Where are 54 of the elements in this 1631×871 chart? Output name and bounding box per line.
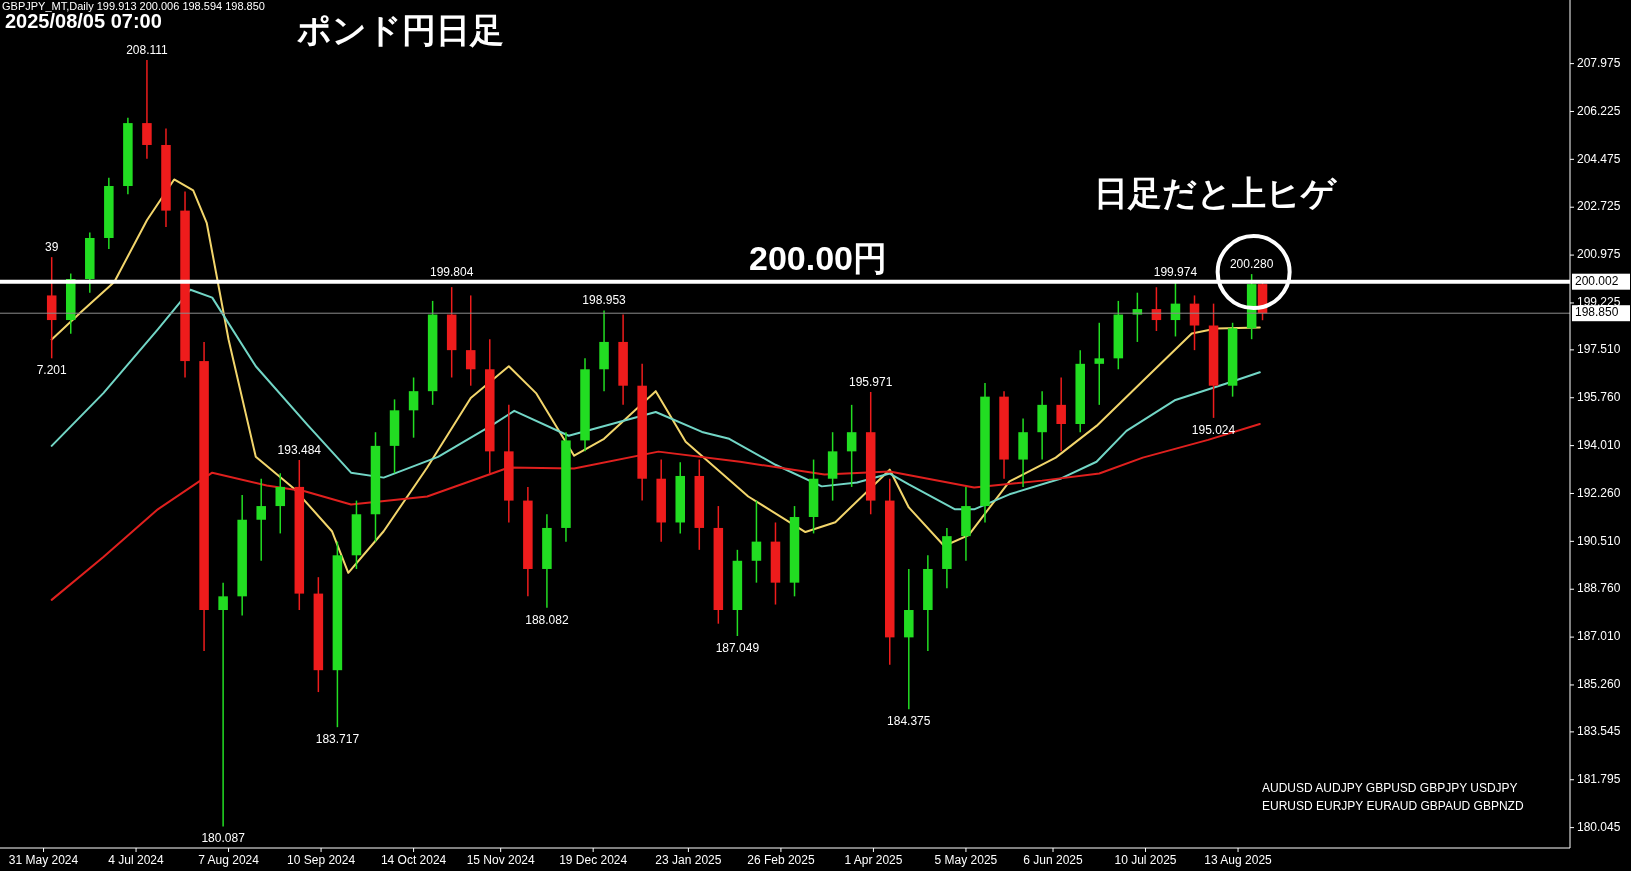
y-tick-label: 202.725 <box>1577 199 1621 214</box>
line-series <box>50 423 1261 601</box>
chart-subtitle: GBPJPY_MT,Daily 199.913 200.006 198.594 198.850 <box>2 0 265 12</box>
annotation: 183.717 <box>315 732 360 747</box>
y-tick-label: 207.975 <box>1577 55 1621 70</box>
y-tick-label: 181.795 <box>1577 771 1621 786</box>
chart-title: ポンド円日足 <box>296 11 504 49</box>
x-tick-label: 26 Feb 2025 <box>747 853 815 867</box>
annotation: 208.111 <box>126 42 169 57</box>
annotation: 199.804 <box>429 264 474 279</box>
x-tick-label: 10 Jul 2025 <box>1114 853 1177 867</box>
annotation: 195.971 <box>849 374 893 389</box>
annotation: 180.087 <box>201 831 246 846</box>
x-tick-label: 13 Aug 2025 <box>1204 853 1273 867</box>
y-tick-label: 183.545 <box>1577 724 1621 739</box>
y-tick-label: 192.260 <box>1577 485 1621 500</box>
annotation: 日足だと上ヒゲ <box>1094 174 1338 212</box>
x-tick-label: 15 Nov 2024 <box>466 853 535 867</box>
x-tick-label: 5 May 2025 <box>934 853 998 867</box>
annotation: 193.484 <box>277 443 322 457</box>
y-tick-label: 190.510 <box>1577 533 1621 548</box>
annotation: 200.00円 <box>749 238 887 277</box>
x-tick-label: 23 Jan 2025 <box>655 853 722 867</box>
annotation: 39 <box>45 240 59 255</box>
x-tick-label: 10 Sep 2024 <box>287 853 356 867</box>
y-tick-label: 194.010 <box>1577 437 1621 452</box>
y-tick-label: 200.975 <box>1577 247 1621 262</box>
x-tick-label: 31 May 2024 <box>8 853 79 867</box>
annotation: 198.953 <box>582 293 627 308</box>
x-tick-label: 19 Dec 2024 <box>559 853 628 867</box>
annotation: 200.280 <box>1229 257 1274 272</box>
annotation: 195.024 <box>1191 422 1236 437</box>
ref-line-label: 200.002 <box>1575 273 1619 288</box>
annotation: 187.049 <box>715 641 760 656</box>
annotation: 184.375 <box>887 714 931 729</box>
annotation: 199.974 <box>1153 265 1198 280</box>
annotation: EURUSD EURJPY EURAUD GBPAUD GBPNZD <box>1262 799 1524 813</box>
annotation: 7.201 <box>36 363 68 378</box>
y-tick-label: 188.760 <box>1577 581 1621 596</box>
x-tick-label: 4 Jul 2024 <box>108 853 165 867</box>
ref-line-label: 198.850 <box>1575 305 1619 320</box>
y-tick-label: 206.225 <box>1577 103 1621 118</box>
y-tick-label: 180.045 <box>1577 819 1621 834</box>
x-tick-label: 1 Apr 2025 <box>844 853 903 867</box>
y-tick-label: 197.510 <box>1577 342 1621 357</box>
y-tick-label: 185.260 <box>1577 677 1621 692</box>
y-tick-label: 187.010 <box>1577 629 1621 644</box>
x-tick-label: 7 Aug 2024 <box>198 853 260 867</box>
y-tick-label: 204.475 <box>1577 151 1621 166</box>
y-tick-label: 195.760 <box>1577 389 1621 404</box>
x-tick-label: 14 Oct 2024 <box>380 853 447 867</box>
annotation: AUDUSD AUDJPY GBPUSD GBPJPY USDJPY <box>1262 781 1518 795</box>
annotation: 188.082 <box>525 612 569 627</box>
x-tick-label: 6 Jun 2025 <box>1023 853 1084 867</box>
